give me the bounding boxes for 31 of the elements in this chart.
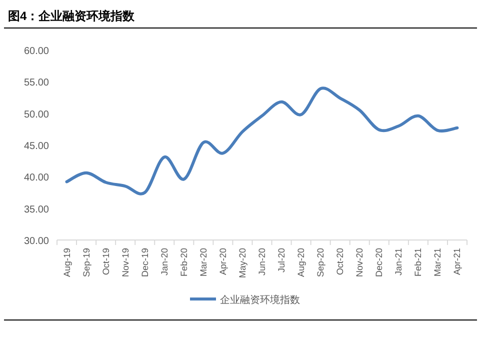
x-tick-label: Nov-19 xyxy=(120,248,130,278)
x-tick-label: Feb-20 xyxy=(178,248,189,277)
y-tick-label: 50.00 xyxy=(24,109,50,120)
y-tick-label: 45.00 xyxy=(24,141,50,152)
y-tick-label: 30.00 xyxy=(24,236,50,247)
x-tick-label: Mar-20 xyxy=(198,248,208,277)
x-tick-label: Apr-20 xyxy=(218,248,228,276)
x-tick-label: Oct-19 xyxy=(100,248,111,276)
x-tick-label: Jan-20 xyxy=(159,248,170,276)
line-series xyxy=(65,86,459,196)
x-tick-label: Sep-19 xyxy=(81,248,92,278)
x-tick-label: Feb-21 xyxy=(413,248,424,277)
x-tick-label: Sep-20 xyxy=(316,248,326,278)
x-tick-label: Jun-20 xyxy=(257,248,267,276)
y-tick-label: 60.00 xyxy=(24,46,50,57)
x-tick-label: Apr-21 xyxy=(452,248,462,276)
x-tick-label: Oct-20 xyxy=(335,248,346,276)
y-tick-label: 55.00 xyxy=(24,78,50,89)
x-tick-label: Mar-21 xyxy=(432,248,443,277)
x-tick-label: Dec-19 xyxy=(140,248,150,278)
x-tick-label: Aug-20 xyxy=(296,248,306,278)
x-tick-label: Jan-21 xyxy=(394,248,404,276)
chart-title: 图4：企业融资环境指数 xyxy=(8,9,136,23)
x-tick-label: Aug-19 xyxy=(62,248,72,278)
y-tick-label: 35.00 xyxy=(24,204,50,216)
legend-label: 企业融资环境指数 xyxy=(220,294,300,306)
x-tick-label: May-20 xyxy=(237,248,248,278)
x-tick-label: Nov-20 xyxy=(354,248,365,278)
y-tick-label: 40.00 xyxy=(24,172,50,184)
x-tick-label: Jul-20 xyxy=(276,248,287,273)
x-tick-label: Dec-20 xyxy=(374,248,384,278)
